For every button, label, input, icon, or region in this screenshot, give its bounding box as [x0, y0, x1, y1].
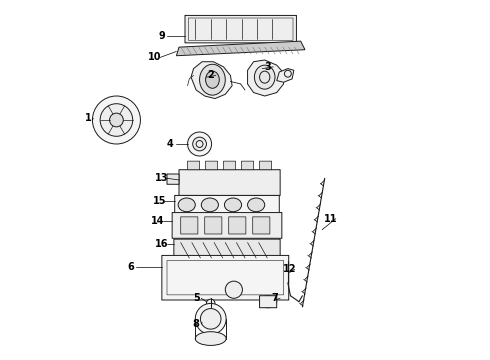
Text: 9: 9 — [158, 31, 165, 41]
Ellipse shape — [199, 64, 225, 95]
FancyBboxPatch shape — [181, 217, 198, 234]
Ellipse shape — [247, 198, 265, 212]
FancyBboxPatch shape — [206, 161, 218, 170]
Ellipse shape — [93, 96, 141, 144]
FancyBboxPatch shape — [260, 161, 271, 170]
Text: 5: 5 — [193, 293, 199, 303]
Polygon shape — [247, 60, 284, 96]
Polygon shape — [191, 62, 232, 99]
FancyBboxPatch shape — [188, 161, 199, 170]
Text: 3: 3 — [265, 62, 271, 72]
Ellipse shape — [178, 198, 196, 212]
FancyBboxPatch shape — [205, 217, 222, 234]
Ellipse shape — [196, 303, 226, 334]
FancyBboxPatch shape — [260, 296, 277, 308]
Polygon shape — [176, 41, 305, 56]
FancyBboxPatch shape — [167, 174, 179, 184]
Ellipse shape — [100, 104, 133, 136]
Text: 10: 10 — [148, 53, 162, 62]
Ellipse shape — [206, 71, 220, 88]
FancyBboxPatch shape — [253, 217, 270, 234]
FancyBboxPatch shape — [179, 170, 280, 195]
Ellipse shape — [206, 299, 215, 308]
FancyBboxPatch shape — [229, 217, 246, 234]
Text: 11: 11 — [324, 213, 338, 224]
Text: 2: 2 — [207, 71, 214, 80]
FancyBboxPatch shape — [174, 239, 280, 261]
Polygon shape — [277, 68, 294, 82]
Text: 4: 4 — [167, 139, 174, 149]
Text: 12: 12 — [283, 264, 296, 274]
Ellipse shape — [260, 296, 277, 308]
Text: 6: 6 — [127, 262, 134, 273]
Ellipse shape — [254, 65, 275, 89]
FancyBboxPatch shape — [162, 256, 289, 300]
Text: 14: 14 — [151, 216, 164, 226]
Ellipse shape — [196, 332, 226, 346]
Ellipse shape — [225, 281, 243, 298]
Text: 15: 15 — [152, 197, 166, 206]
FancyBboxPatch shape — [242, 161, 253, 170]
Ellipse shape — [200, 309, 221, 329]
FancyBboxPatch shape — [223, 161, 236, 170]
Ellipse shape — [188, 132, 212, 156]
FancyBboxPatch shape — [172, 212, 282, 238]
Ellipse shape — [110, 113, 123, 127]
FancyBboxPatch shape — [175, 195, 279, 214]
Text: 1: 1 — [85, 113, 92, 123]
Text: 7: 7 — [271, 293, 278, 303]
Text: 13: 13 — [155, 173, 169, 183]
FancyBboxPatch shape — [185, 15, 296, 43]
Ellipse shape — [201, 198, 219, 212]
Ellipse shape — [224, 198, 242, 212]
Text: 8: 8 — [193, 319, 199, 329]
Text: 16: 16 — [155, 239, 169, 249]
Ellipse shape — [193, 137, 206, 151]
